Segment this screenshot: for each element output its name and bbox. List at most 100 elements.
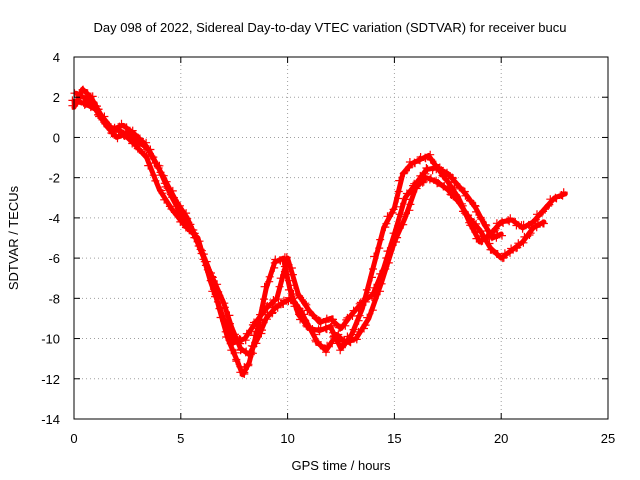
data-point [396, 202, 405, 211]
data-point [260, 282, 269, 291]
data-point [335, 333, 344, 342]
data-point [288, 270, 297, 279]
data-point [474, 225, 483, 234]
data-point [552, 194, 561, 203]
data-point [381, 223, 390, 232]
series-track-3 [70, 89, 506, 347]
data-point [506, 248, 514, 257]
data-point [406, 200, 415, 209]
data-point [422, 164, 431, 172]
data-point [348, 330, 357, 339]
data-point [368, 293, 376, 302]
data-point [376, 235, 385, 244]
data-point [381, 265, 390, 273]
data-point [402, 189, 411, 198]
data-point [94, 105, 103, 114]
data-point [76, 91, 85, 100]
data-point [149, 171, 158, 180]
data-point [355, 299, 364, 308]
data-point [173, 210, 182, 219]
data-point [96, 112, 105, 121]
data-point [336, 346, 345, 355]
data-point [231, 348, 240, 357]
data-point [237, 345, 246, 354]
data-point [441, 169, 450, 178]
data-point [360, 324, 368, 333]
data-point [485, 239, 494, 248]
data-point [220, 303, 229, 312]
data-point [227, 346, 236, 355]
data-point [322, 325, 331, 334]
data-point [174, 212, 183, 221]
data-point [133, 144, 142, 153]
data-point [368, 273, 376, 282]
y-tick-label: 0 [53, 130, 60, 145]
data-point [141, 150, 149, 159]
data-point [161, 182, 170, 191]
data-point [511, 217, 520, 226]
data-point [301, 299, 310, 308]
data-point [423, 165, 432, 174]
data-point [539, 219, 548, 228]
data-point [361, 297, 370, 306]
y-tick-label: -12 [41, 372, 60, 387]
data-point [363, 313, 372, 322]
x-tick-label: 5 [177, 431, 184, 446]
data-point [336, 323, 345, 332]
data-point [276, 256, 285, 265]
data-point [341, 321, 350, 330]
data-point [383, 212, 392, 221]
data-point [159, 171, 168, 180]
data-point [513, 243, 522, 252]
data-point [261, 308, 270, 317]
data-point [525, 231, 534, 239]
data-point [498, 231, 506, 240]
data-point [349, 306, 358, 315]
data-point [287, 264, 296, 272]
data-point [383, 247, 392, 256]
data-point [160, 195, 169, 204]
data-point [262, 302, 271, 311]
data-point [388, 208, 397, 217]
x-tick-label: 25 [601, 431, 615, 446]
data-point [329, 333, 338, 341]
data-point [376, 269, 385, 278]
data-point [354, 305, 363, 314]
series-trace [71, 98, 547, 358]
data-point [446, 190, 455, 199]
data-point [473, 224, 482, 233]
x-tick-label: 10 [280, 431, 294, 446]
data-point [241, 336, 250, 345]
data-point [539, 207, 548, 216]
data-point [213, 297, 222, 306]
data-point [317, 341, 325, 349]
data-point [544, 202, 553, 210]
data-point [477, 215, 486, 224]
data-point [295, 304, 304, 313]
data-point [274, 295, 283, 304]
x-tick-label: 0 [70, 431, 77, 446]
data-point [480, 233, 489, 242]
data-point [361, 321, 370, 330]
data-point [103, 122, 112, 131]
data-point [376, 287, 384, 296]
data-point [519, 238, 528, 247]
data-point [445, 185, 454, 194]
data-point [215, 304, 224, 313]
series-trace [73, 90, 504, 346]
x-axis-label: GPS time / hours [292, 458, 391, 473]
data-point [311, 337, 320, 346]
data-point [434, 178, 443, 187]
data-point [394, 194, 403, 203]
data-point [250, 318, 258, 327]
data-point [472, 234, 481, 243]
data-point [263, 301, 272, 310]
data-point [173, 199, 182, 208]
data-point [467, 215, 475, 224]
data-point [284, 285, 293, 294]
data-point [443, 168, 451, 177]
data-point [369, 265, 377, 273]
data-point [240, 363, 249, 372]
data-point [459, 207, 468, 216]
data-point [518, 224, 527, 233]
